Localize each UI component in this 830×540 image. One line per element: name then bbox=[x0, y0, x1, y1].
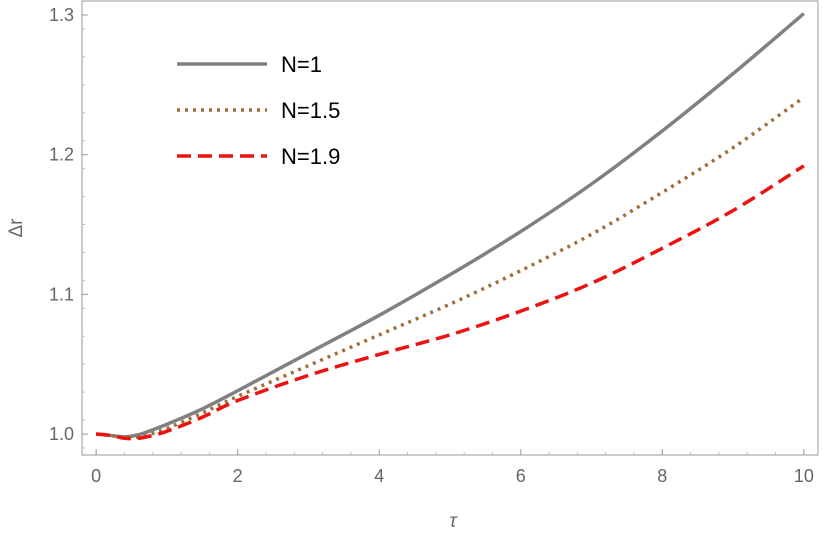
x-axis-label: τ bbox=[449, 511, 458, 532]
y-axis-ticks: 1.0 1.1 1.2 1.3 bbox=[49, 5, 88, 449]
series-line-2 bbox=[95, 95, 805, 440]
x-tick-label: 4 bbox=[374, 466, 384, 486]
y-tick-label: 1.1 bbox=[49, 284, 74, 304]
legend: N=1 N=1.5 N=1.9 bbox=[177, 52, 340, 169]
y-tick-label: 1.2 bbox=[49, 145, 74, 165]
x-tick-label: 6 bbox=[516, 466, 526, 486]
x-tick-label: 8 bbox=[657, 466, 667, 486]
x-axis-ticks: 0 2 4 6 8 10 bbox=[91, 449, 814, 486]
x-tick-label: 10 bbox=[794, 466, 814, 486]
series-lines bbox=[95, 12, 805, 441]
series-line-3 bbox=[95, 164, 805, 441]
legend-label-2: N=1.5 bbox=[281, 98, 340, 123]
y-tick-label: 1.3 bbox=[49, 5, 74, 25]
x-tick-label: 0 bbox=[91, 466, 101, 486]
x-tick-label: 2 bbox=[233, 466, 243, 486]
y-tick-label: 1.0 bbox=[49, 424, 74, 444]
y-axis-label: Δr bbox=[6, 218, 27, 238]
legend-label-1: N=1 bbox=[281, 52, 322, 77]
series-line-1 bbox=[95, 12, 805, 439]
legend-label-3: N=1.9 bbox=[281, 144, 340, 169]
plot-frame bbox=[81, 0, 819, 456]
